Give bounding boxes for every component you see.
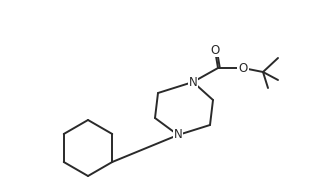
Text: N: N — [188, 75, 197, 88]
Text: O: O — [210, 43, 220, 56]
Text: O: O — [238, 61, 248, 74]
Text: N: N — [174, 128, 182, 141]
